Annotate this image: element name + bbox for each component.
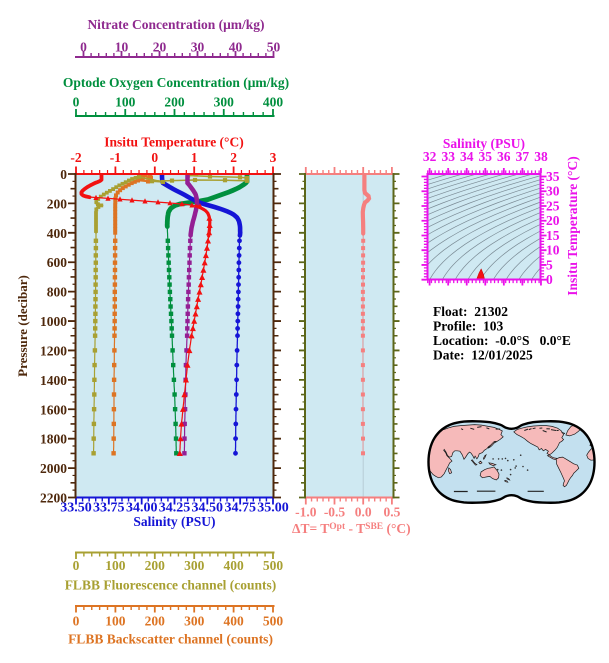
svg-text:500: 500 — [263, 614, 284, 629]
svg-text:30: 30 — [191, 40, 205, 55]
svg-text:200: 200 — [47, 196, 68, 211]
svg-text:0: 0 — [73, 95, 80, 110]
svg-text:34.00: 34.00 — [126, 501, 158, 516]
svg-text:2: 2 — [230, 150, 237, 165]
svg-text:Salinity (PSU): Salinity (PSU) — [133, 514, 215, 529]
svg-text:33: 33 — [441, 149, 455, 164]
svg-text:Float: 21302: Float: 21302 — [433, 304, 508, 319]
svg-text:35.00: 35.00 — [257, 501, 289, 516]
svg-text:FLBB Fluorescence channel (cou: FLBB Fluorescence channel (counts) — [65, 578, 277, 593]
svg-text:500: 500 — [263, 558, 284, 573]
svg-text:0: 0 — [80, 40, 87, 55]
svg-text:100: 100 — [115, 95, 136, 110]
svg-text:1600: 1600 — [40, 402, 67, 417]
svg-text:200: 200 — [145, 558, 166, 573]
svg-text:400: 400 — [223, 558, 244, 573]
svg-text:200: 200 — [145, 614, 166, 629]
svg-text:35: 35 — [546, 169, 560, 184]
svg-text:34.25: 34.25 — [159, 501, 191, 516]
svg-text:38: 38 — [534, 149, 548, 164]
svg-text:34.50: 34.50 — [192, 501, 224, 516]
svg-text:25: 25 — [546, 199, 560, 214]
svg-text:ΔT= TOpt - TSBE (°C): ΔT= TOpt - TSBE (°C) — [292, 521, 411, 536]
svg-text:1200: 1200 — [40, 344, 67, 359]
svg-text:-2: -2 — [70, 150, 81, 165]
svg-text:400: 400 — [47, 226, 68, 241]
svg-text:Insitu Temperature (°C): Insitu Temperature (°C) — [565, 156, 580, 295]
svg-text:1800: 1800 — [40, 432, 67, 447]
svg-text:20: 20 — [153, 40, 167, 55]
svg-text:Insitu Temperature (°C): Insitu Temperature (°C) — [104, 134, 243, 149]
svg-text:40: 40 — [229, 40, 243, 55]
svg-text:Location: -0.0°S 0.0°E: Location: -0.0°S 0.0°E — [433, 333, 571, 348]
svg-text:33.75: 33.75 — [93, 501, 125, 516]
svg-text:Date: 12/01/2025: Date: 12/01/2025 — [433, 348, 533, 363]
svg-text:300: 300 — [184, 614, 205, 629]
svg-text:300: 300 — [214, 95, 235, 110]
svg-text:32: 32 — [423, 149, 437, 164]
svg-text:3: 3 — [270, 150, 277, 165]
svg-text:10: 10 — [115, 40, 129, 55]
svg-text:800: 800 — [47, 285, 68, 300]
svg-text:Nitrate Concentration (μm/kg): Nitrate Concentration (μm/kg) — [87, 17, 264, 32]
svg-text:0: 0 — [60, 167, 67, 182]
svg-text:0: 0 — [73, 614, 80, 629]
svg-text:37: 37 — [516, 149, 530, 164]
svg-text:2000: 2000 — [40, 461, 67, 476]
svg-text:0.5: 0.5 — [383, 505, 400, 520]
svg-text:20: 20 — [546, 213, 560, 228]
svg-text:36: 36 — [497, 149, 511, 164]
svg-text:2200: 2200 — [40, 491, 67, 506]
svg-text:300: 300 — [184, 558, 205, 573]
svg-text:50: 50 — [267, 40, 281, 55]
svg-text:1: 1 — [191, 150, 198, 165]
svg-text:400: 400 — [263, 95, 284, 110]
svg-text:35: 35 — [479, 149, 493, 164]
svg-text:Profile: 103: Profile: 103 — [433, 319, 503, 334]
svg-text:100: 100 — [105, 558, 126, 573]
svg-text:-1.0: -1.0 — [295, 505, 317, 520]
svg-text:FLBB Backscatter channel (coun: FLBB Backscatter channel (counts) — [68, 632, 273, 647]
svg-text:400: 400 — [223, 614, 244, 629]
svg-text:0: 0 — [73, 558, 80, 573]
svg-text:34: 34 — [460, 149, 474, 164]
svg-text:-0.5: -0.5 — [324, 505, 346, 520]
svg-text:30: 30 — [546, 184, 560, 199]
svg-text:0.0: 0.0 — [355, 505, 372, 520]
svg-text:33.50: 33.50 — [60, 501, 92, 516]
svg-text:10: 10 — [546, 243, 560, 258]
svg-text:Salinity (PSU): Salinity (PSU) — [443, 136, 525, 151]
svg-text:1400: 1400 — [40, 373, 67, 388]
svg-text:100: 100 — [105, 614, 126, 629]
svg-text:15: 15 — [546, 228, 560, 243]
svg-text:Pressure (decibar): Pressure (decibar) — [15, 275, 30, 377]
svg-text:1000: 1000 — [40, 314, 67, 329]
svg-text:5: 5 — [546, 258, 553, 273]
svg-text:-1: -1 — [110, 150, 121, 165]
svg-text:0: 0 — [546, 272, 553, 287]
svg-text:600: 600 — [47, 255, 68, 270]
svg-text:Optode Oxygen Concentration (μ: Optode Oxygen Concentration (μm/kg) — [63, 75, 289, 90]
svg-text:34.75: 34.75 — [224, 501, 256, 516]
svg-text:0: 0 — [151, 150, 158, 165]
svg-text:200: 200 — [164, 95, 185, 110]
